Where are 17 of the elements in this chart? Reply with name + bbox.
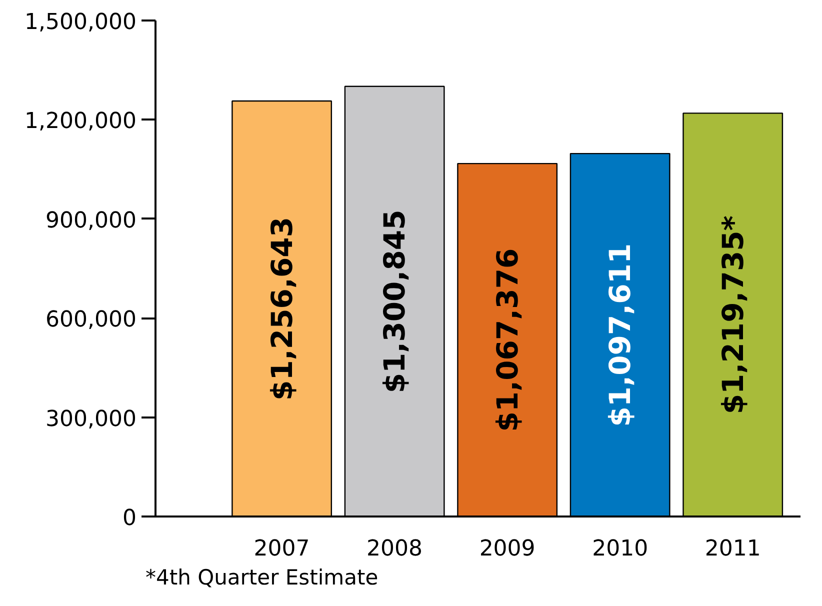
x-tick-label: 2011 (704, 536, 761, 562)
data-label: $1,256,643 (264, 216, 299, 400)
y-tick-label: 0 (122, 506, 137, 531)
data-label: $1,067,376 (490, 248, 524, 432)
data-label: $1,219,735* (716, 216, 750, 414)
x-tick-label: 2008 (366, 536, 423, 562)
y-tick-label: 300,000 (46, 406, 137, 432)
x-tick-label: 2007 (254, 536, 310, 562)
text: *4th Quarter Estimate (146, 566, 378, 590)
y-tick-label: 1,500,000 (24, 10, 137, 35)
y-tick-label: 1,200,000 (24, 109, 137, 134)
y-tick-label: 600,000 (46, 308, 137, 333)
x-tick-label: 2010 (592, 536, 648, 562)
data-label: $1,097,611 (603, 243, 638, 427)
x-tick-label: 2009 (479, 536, 536, 562)
data-label: $1,300,845 (378, 210, 412, 394)
y-tick-label: 900,000 (46, 208, 137, 234)
